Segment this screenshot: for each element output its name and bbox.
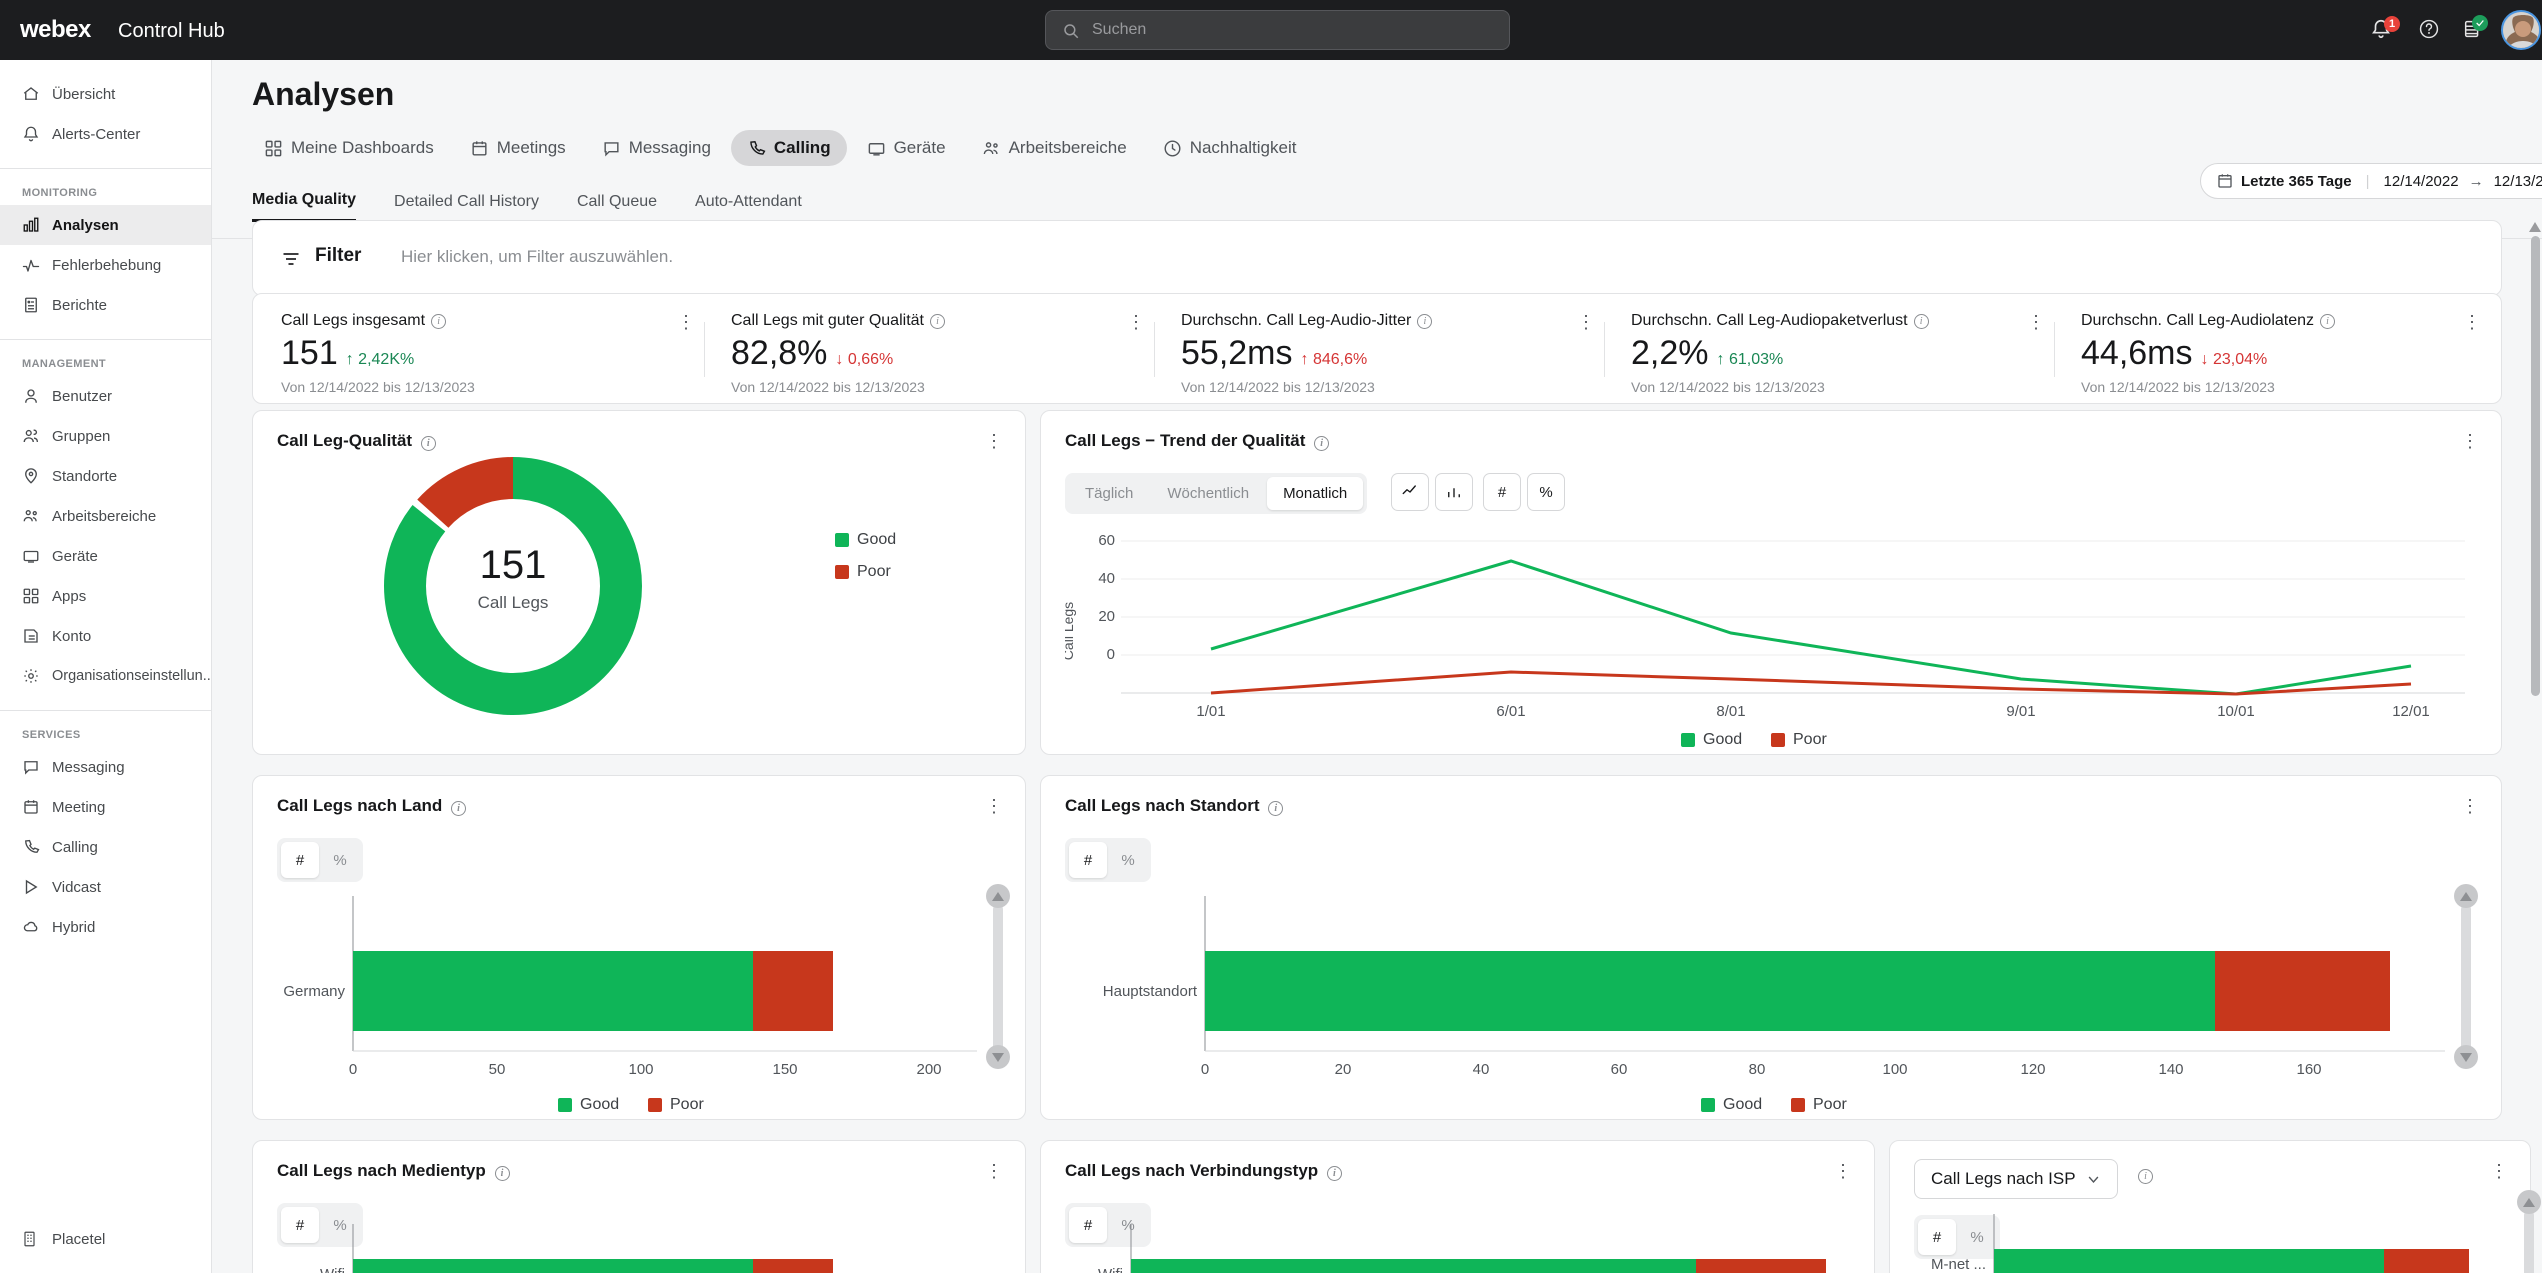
svg-text:140: 140	[2158, 1061, 2183, 1078]
svg-text:20: 20	[1098, 608, 1115, 625]
svg-text:20: 20	[1335, 1061, 1352, 1078]
svg-text:40: 40	[1098, 570, 1115, 587]
svg-text:10/01: 10/01	[2217, 703, 2255, 720]
svg-text:Call Legs: Call Legs	[1065, 602, 1076, 660]
svg-text:160: 160	[2296, 1061, 2321, 1078]
svg-text:100: 100	[1882, 1061, 1907, 1078]
svg-text:M-net ...: M-net ...	[1931, 1256, 1986, 1273]
svg-text:151: 151	[480, 543, 547, 587]
svg-text:9/01: 9/01	[2006, 703, 2035, 720]
svg-text:40: 40	[1473, 1061, 1490, 1078]
svg-text:80: 80	[1749, 1061, 1766, 1078]
svg-text:150: 150	[772, 1061, 797, 1078]
svg-text:100: 100	[628, 1061, 653, 1078]
svg-text:0: 0	[1201, 1061, 1209, 1078]
svg-text:6/01: 6/01	[1496, 703, 1525, 720]
svg-text:0: 0	[1107, 646, 1115, 663]
svg-text:0: 0	[349, 1061, 357, 1078]
svg-text:60: 60	[1098, 532, 1115, 549]
svg-text:Wifi: Wifi	[1098, 1266, 1123, 1273]
svg-text:Call Legs: Call Legs	[478, 593, 549, 612]
svg-text:120: 120	[2020, 1061, 2045, 1078]
svg-text:60: 60	[1611, 1061, 1628, 1078]
svg-text:50: 50	[489, 1061, 506, 1078]
svg-text:8/01: 8/01	[1716, 703, 1745, 720]
svg-text:200: 200	[916, 1061, 941, 1078]
svg-text:12/01: 12/01	[2392, 703, 2430, 720]
svg-text:Germany: Germany	[283, 983, 345, 1000]
svg-text:Wifi: Wifi	[320, 1266, 345, 1273]
svg-text:1/01: 1/01	[1196, 703, 1225, 720]
svg-text:Hauptstandort: Hauptstandort	[1103, 983, 1198, 1000]
